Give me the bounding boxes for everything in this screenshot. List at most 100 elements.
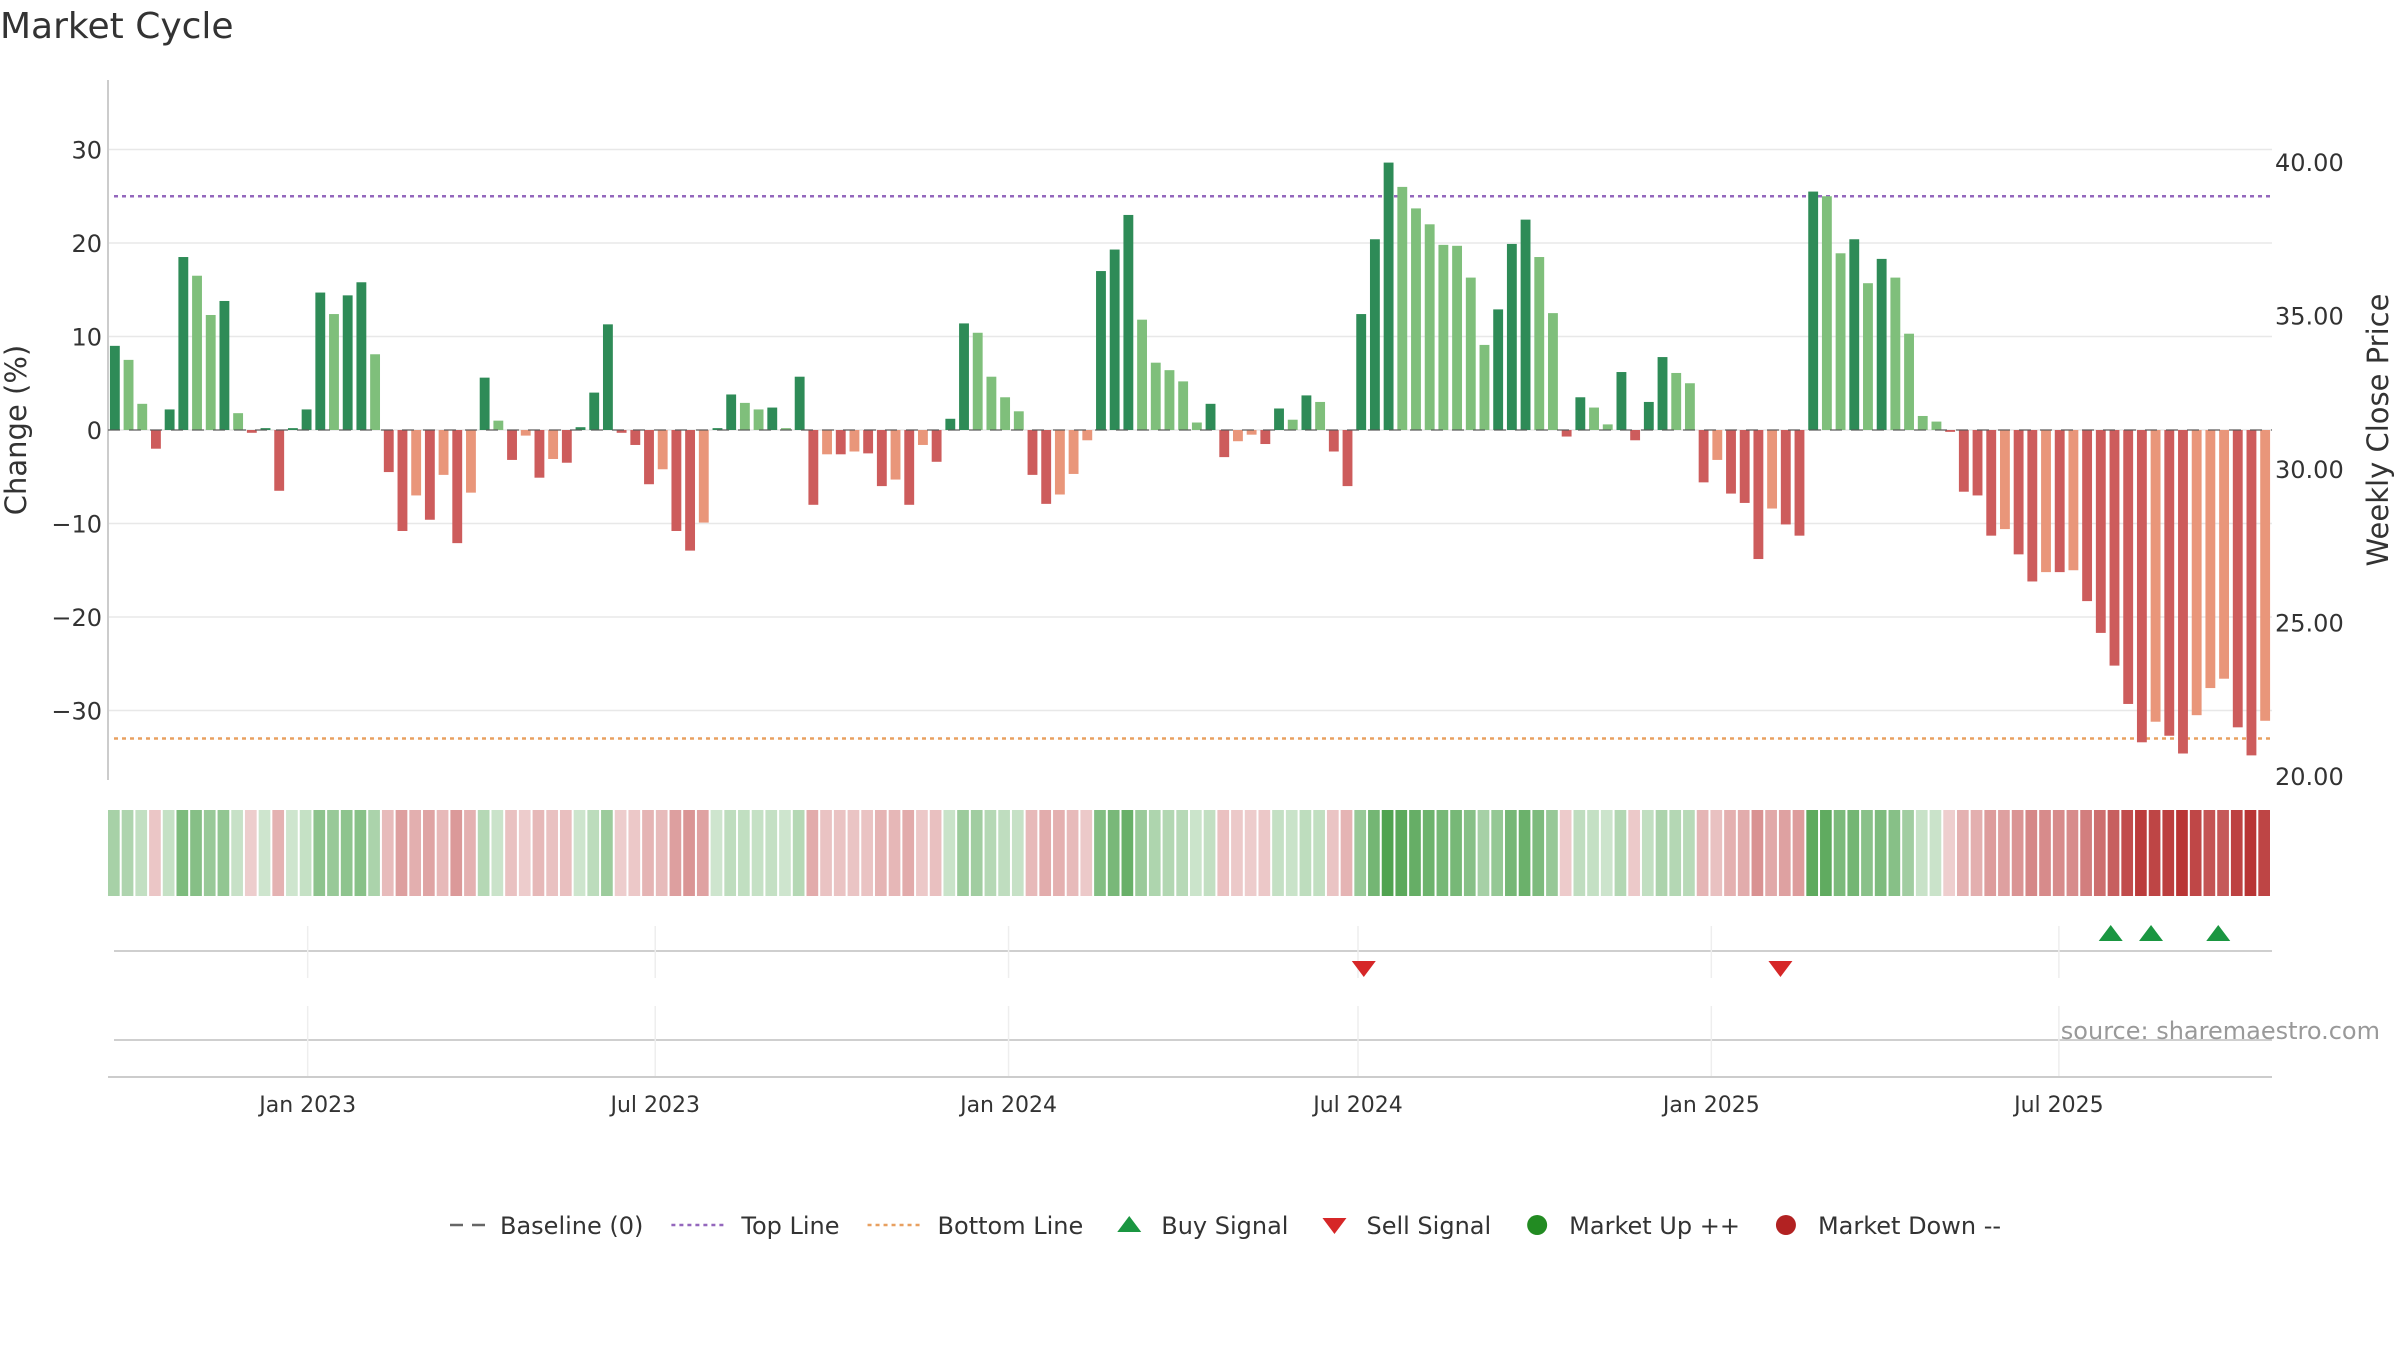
heat-strip-cell [203,810,216,896]
legend-market-up-icon [1527,1215,1548,1235]
bar [370,354,381,430]
bar [1383,162,1394,430]
bar [1411,208,1421,430]
heat-strip-cell [423,810,435,896]
heat-strip-cell [1203,810,1216,896]
bar [301,409,312,430]
heat-strip-cell [1655,810,1668,896]
bar [1465,277,1476,430]
legend-label: Sell Signal [1366,1212,1491,1240]
heat-strip-cell [2052,810,2065,896]
heat-strip-cell [2148,810,2161,896]
y2-axis-title: Weekly Close Price [2361,294,2395,567]
heat-strip-cell [2217,810,2229,896]
bar [1821,196,1832,430]
bar [822,430,832,455]
bar [972,332,983,430]
heat-strip-cell [1696,810,1709,896]
heat-strip-cell [929,810,942,896]
heat-strip-cell [833,810,846,896]
bar [1027,430,1038,475]
bar [2013,430,2024,555]
bar [630,430,641,445]
heat-strip-cell [1313,810,1325,896]
bar [1506,243,1517,430]
bar [479,377,490,430]
bar [931,430,942,462]
heat-strip-cell [1231,810,1243,896]
heat-strip-cell [313,810,326,896]
heat-strip-cell [546,810,558,896]
heat-strip-cell [436,810,449,896]
bar [1931,421,1942,430]
heat-strip-cell [820,810,832,896]
heat-strip-cell [1477,810,1490,896]
bar [1000,397,1011,430]
bar [1808,191,1819,430]
heat-strip-cell [1778,810,1791,896]
bar [1041,430,1052,504]
bar [1986,430,1997,536]
bar [1068,430,1079,474]
legend-market-down-icon [1775,1215,1796,1235]
bar [2109,430,2120,666]
heat-strip-cell [655,810,668,896]
legend-label: Market Down -- [1818,1212,2001,1240]
buy-signal-marker [2139,925,2164,941]
bar [164,409,175,430]
bar [767,407,778,430]
bar [1712,430,1723,460]
heat-strip-cell [1833,810,1846,896]
heat-strip-cell [477,810,490,896]
heat-strip-cell [1532,810,1545,896]
heat-strip-cell [1669,810,1682,896]
heat-strip-cell [464,810,476,896]
bar [1945,430,1956,432]
heat-strip-cell [217,810,230,896]
bar [2246,430,2257,756]
bar [1835,253,1846,430]
bar [2232,430,2243,728]
bar [1548,313,1558,430]
heat-strip-cell [1998,810,2010,896]
heat-strip-cell [2080,810,2092,896]
bar [137,403,148,430]
bar [1328,430,1339,452]
heat-strip-cell [628,810,641,896]
heat-strip-cell [601,810,613,896]
bar [575,427,586,430]
heat-strip-cell [1422,810,1435,896]
y-tick-label: 10 [71,324,102,352]
heat-strip-cell [2230,810,2243,896]
y-tick-label: 20 [71,230,102,258]
chart-title: Market Cycle [0,6,234,47]
heat-strip-cell [491,810,504,896]
heat-strip-cell [1737,810,1750,896]
heat-strip-cell [806,810,819,896]
x-tick-label: Jan 2025 [1661,1093,1760,1118]
bar [1096,271,1106,430]
bar [246,430,257,433]
heat-strip-cell [1847,810,1860,896]
bar [685,430,696,551]
heat-strip-cell [1285,810,1298,896]
bar [1493,309,1504,430]
x-tick-label: Jul 2024 [1311,1093,1403,1118]
bar [548,430,559,459]
y-axis-title: Change (%) [0,345,33,515]
bar [466,430,476,493]
heat-strip-cell [696,810,709,896]
heat-strip-cell [970,810,983,896]
bar [1780,430,1791,525]
heat-strip-cell [587,810,600,896]
bar [1082,430,1093,441]
heat-strip-cell [2244,810,2257,896]
bar [1657,357,1668,430]
bar [1164,370,1175,430]
bar [1794,430,1805,536]
bar [1972,430,1983,496]
bar [1397,186,1408,430]
bar [2027,430,2038,582]
heat-strip-cell [792,810,805,896]
bar [1575,397,1586,430]
